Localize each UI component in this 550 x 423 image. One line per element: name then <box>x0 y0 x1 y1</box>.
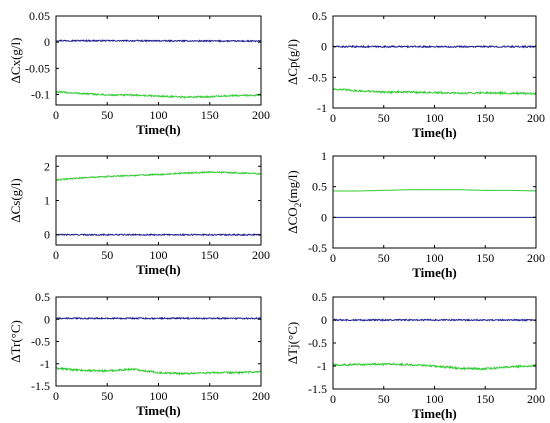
x-tick-label: 150 <box>201 389 219 403</box>
y-tick-label: 0.5 <box>312 180 327 194</box>
x-tick-label: 50 <box>378 111 390 125</box>
plot-frame <box>332 15 537 109</box>
x-tick-label: 200 <box>527 251 545 265</box>
y-tick-label: 0 <box>321 210 327 224</box>
x-tick-label: 100 <box>150 389 168 403</box>
x-axis-label: Time(h) <box>136 403 181 418</box>
chart-panel-3: 0 50 100 150 200 2 1 0 Time(h) ΔCs(g/l) <box>8 155 270 277</box>
x-tick-label: 100 <box>426 251 444 265</box>
series-line-2 <box>332 189 537 192</box>
x-tick-label: 0 <box>53 248 59 262</box>
x-tick-label: 100 <box>426 111 444 125</box>
y-axis-label: ΔCx(g/l) <box>8 38 23 84</box>
y-tick-label: 1 <box>44 194 50 208</box>
x-tick-label: 50 <box>378 251 390 265</box>
x-tick-label: 200 <box>252 108 270 122</box>
series-line-1 <box>332 44 537 49</box>
series-line-2 <box>332 87 537 96</box>
x-tick-label: 200 <box>252 248 270 262</box>
y-tick-label: 0.5 <box>312 290 327 304</box>
y-tick-label: -0.5 <box>308 241 327 255</box>
y-tick-label: -1 <box>40 357 50 371</box>
x-tick-label: 100 <box>150 108 168 122</box>
x-tick-label: 200 <box>527 392 545 406</box>
y-axis-label: ΔTr(°C) <box>8 320 23 363</box>
x-tick-label: 0 <box>53 389 59 403</box>
y-tick-label: -0.5 <box>31 335 50 349</box>
y-tick-label: 0.5 <box>312 9 327 23</box>
series-line-2 <box>55 366 262 376</box>
y-axis-label: ΔCO2(mg/l) <box>285 170 303 233</box>
x-tick-label: 150 <box>201 248 219 262</box>
y-tick-label: -1 <box>317 359 327 373</box>
series-line-1 <box>55 38 262 43</box>
y-tick-label: -1.5 <box>31 379 50 393</box>
y-tick-label: -0.1 <box>31 88 50 102</box>
x-axis-label: Time(h) <box>412 265 457 280</box>
chart-panel-2: 0 50 100 150 200 0.5 0 -0.5 -1 Time(h) ΔCp(g/l) <box>285 9 545 140</box>
x-tick-label: 0 <box>330 251 336 265</box>
y-tick-label: -1.5 <box>308 382 327 396</box>
y-tick-label: 0.05 <box>29 9 50 23</box>
chart-panel-1: 0 50 100 150 200 0.05 0 -0.05 -0.1 Time(h) ΔCx(g/l… <box>8 9 270 137</box>
y-tick-label: 0 <box>44 312 50 326</box>
x-tick-label: 150 <box>476 251 494 265</box>
y-tick-label: 0 <box>321 40 327 54</box>
y-tick-label: 0 <box>44 228 50 242</box>
x-tick-label: 0 <box>330 111 336 125</box>
y-tick-label: 2 <box>44 159 50 173</box>
x-axis-label: Time(h) <box>412 125 457 140</box>
y-axis-label: ΔCs(g/l) <box>8 178 23 222</box>
x-axis-label: Time(h) <box>136 122 181 137</box>
series-line-2 <box>55 170 262 182</box>
y-tick-label: -0.05 <box>25 61 50 75</box>
x-tick-label: 50 <box>101 108 113 122</box>
x-axis-label: Time(h) <box>136 262 181 277</box>
y-axis-label: ΔTj(°C) <box>285 322 300 364</box>
series-line-2 <box>332 362 537 371</box>
y-tick-label: -0.5 <box>308 70 327 84</box>
y-tick-label: 1 <box>321 149 327 163</box>
plot-frame <box>332 296 537 390</box>
plot-frame <box>55 15 262 106</box>
x-tick-label: 100 <box>426 392 444 406</box>
x-tick-label: 150 <box>476 111 494 125</box>
x-axis-label: Time(h) <box>412 406 457 421</box>
y-axis-label: ΔCp(g/l) <box>285 39 300 85</box>
x-tick-label: 150 <box>201 108 219 122</box>
x-tick-label: 200 <box>252 389 270 403</box>
x-tick-label: 100 <box>150 248 168 262</box>
x-tick-label: 50 <box>101 248 113 262</box>
x-tick-label: 50 <box>378 392 390 406</box>
x-tick-label: 150 <box>476 392 494 406</box>
x-tick-label: 0 <box>53 108 59 122</box>
series-line-1 <box>332 318 537 322</box>
chart-panel-5: 0 50 100 150 200 0.5 0 -0.5 -1 -1.5 Time(h) ΔTr(°C) <box>8 290 270 418</box>
plot-frame <box>55 155 262 246</box>
x-tick-label: 0 <box>330 392 336 406</box>
y-tick-label: -1 <box>317 101 327 115</box>
y-tick-label: -0.5 <box>308 336 327 350</box>
plot-frame <box>332 155 537 249</box>
y-tick-label: 0 <box>44 35 50 49</box>
x-tick-label: 50 <box>101 389 113 403</box>
chart-panel-6: 0 50 100 150 200 0.5 0 -0.5 -1 -1.5 Time(h) ΔTj(°C) <box>285 290 545 421</box>
series-line-1 <box>55 316 262 321</box>
y-tick-label: 0.5 <box>35 290 50 304</box>
series-line-1 <box>55 233 262 237</box>
y-tick-label: 0 <box>321 313 327 327</box>
series-line-2 <box>55 90 262 100</box>
x-tick-label: 200 <box>527 111 545 125</box>
